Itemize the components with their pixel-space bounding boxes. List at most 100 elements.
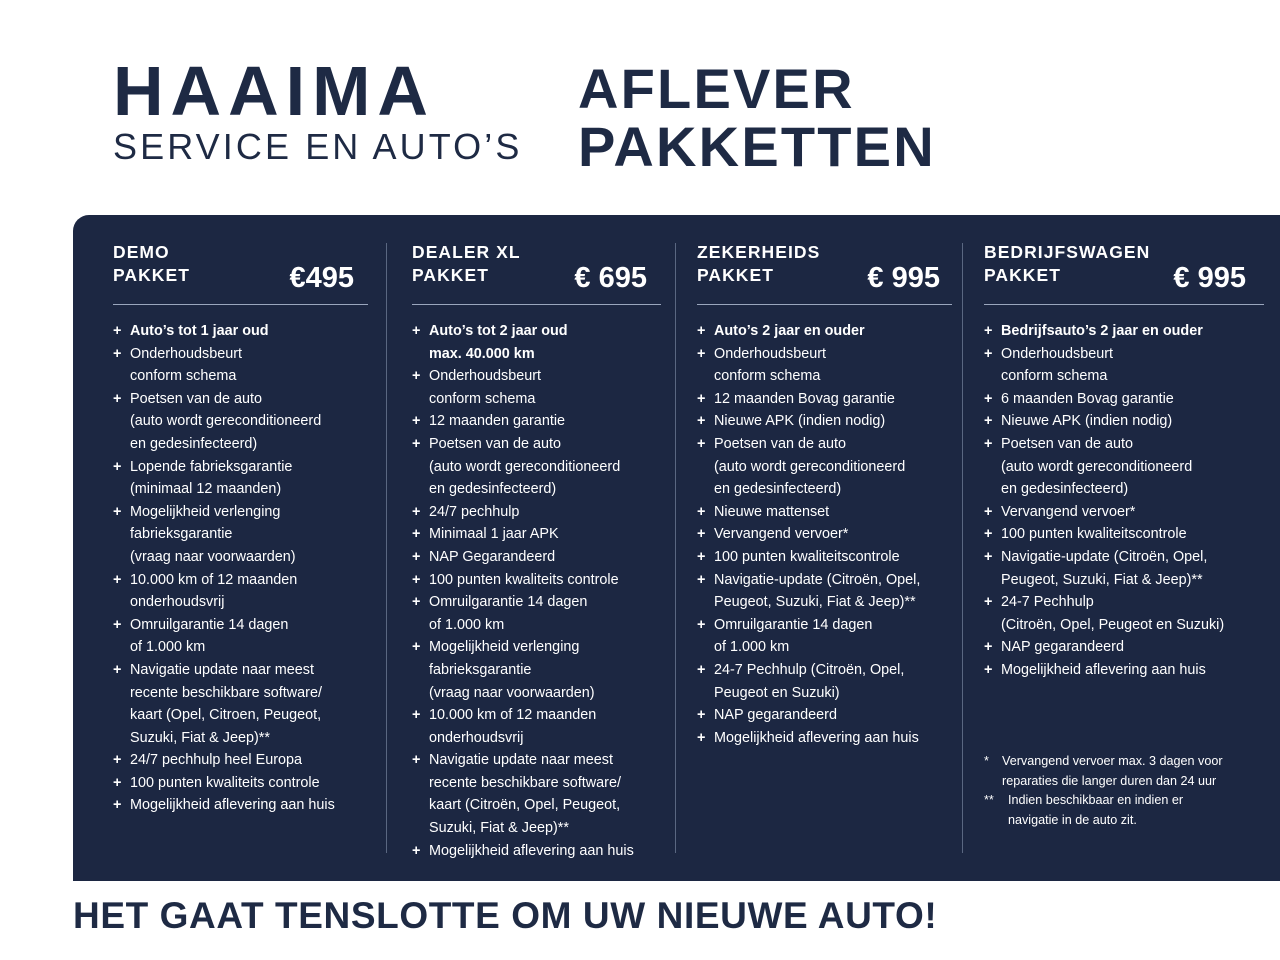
footnote: ** Indien beschikbaar en indien er naviga… (984, 791, 1264, 830)
brand-logo: HAAIMA SERVICE EN AUTO’S (113, 56, 533, 166)
feature-item: + Navigatie update naar meest recente bes… (113, 659, 370, 749)
header-rule (412, 304, 661, 305)
feature-item: + Omruilgarantie 14 dagen of 1.000 km (697, 614, 952, 659)
feature-item: + Mogelijkheid aflevering aan huis (412, 840, 661, 863)
feature-text: Poetsen van de auto (auto wordt gerecond… (1001, 435, 1193, 498)
plus-icon: + (412, 752, 421, 769)
packages-panel: DEMO PAKKET €495 + Auto’s tot 1 jaar oud +… (73, 215, 1280, 881)
feature-text: NAP Gegarandeerd (429, 548, 556, 565)
plus-icon: + (412, 639, 421, 656)
package-column-demo: DEMO PAKKET €495 + Auto’s tot 1 jaar oud +… (73, 215, 386, 881)
feature-item: + Vervangend vervoer* (697, 523, 952, 546)
feature-text: Vervangend vervoer* (1001, 503, 1136, 520)
feature-item: + Mogelijkheid aflevering aan huis (984, 659, 1264, 682)
footnotes: * Vervangend vervoer max. 3 dagen voor re… (984, 752, 1264, 830)
plus-icon: + (984, 323, 993, 339)
plus-icon: + (697, 707, 706, 724)
feature-text: 24-7 Pechhulp (Citroën, Opel, Peugeot en… (714, 661, 905, 701)
feature-item: + Navigatie-update (Citroën, Opel, Peugeo… (984, 546, 1264, 591)
page-title-line-2: PAKKETTEN (578, 115, 936, 179)
package-price: €495 (289, 262, 354, 294)
package-name: ZEKERHEIDS PAKKET (697, 242, 821, 286)
feature-item: + Poetsen van de auto (auto wordt gerecon… (984, 433, 1264, 501)
plus-icon: + (113, 323, 122, 339)
plus-icon: + (113, 503, 122, 520)
page-title: AFLEVER PAKKETTEN (578, 59, 936, 179)
feature-item: + Poetsen van de auto (auto wordt gerecon… (113, 388, 370, 456)
feature-item: +24-7 Pechhulp (Citroën, Opel, Peugeot e… (984, 591, 1264, 636)
feature-item: +24/7 pechhulp (412, 501, 661, 524)
feature-text: Mogelijkheid verlenging fabrieksgarantie… (130, 503, 296, 565)
feature-text: 12 maanden Bovag garantie (714, 390, 895, 407)
plus-icon: + (697, 390, 706, 407)
plus-icon: + (113, 752, 122, 769)
plus-icon: + (697, 571, 706, 588)
package-column-zekerheids: ZEKERHEIDS PAKKET € 995 + Auto’s 2 jaar e… (675, 215, 962, 881)
feature-item: + Nieuwe mattenset (697, 501, 952, 524)
feature-item: + Onderhoudsbeurt conform schema (984, 343, 1264, 388)
package-price: € 695 (574, 262, 647, 294)
feature-item: + Mogelijkheid verlenging fabrieksgaranti… (113, 501, 370, 569)
plus-icon: + (412, 413, 421, 430)
feature-text: Nieuwe APK (indien nodig) (1001, 413, 1173, 430)
plus-icon: + (984, 413, 993, 430)
feature-text: Mogelijkheid aflevering aan huis (429, 842, 634, 859)
feature-text: Nieuwe APK (indien nodig) (714, 413, 886, 430)
feature-item: +24-7 Pechhulp (Citroën, Opel, Peugeot e… (697, 659, 952, 704)
package-header: ZEKERHEIDS PAKKET € 995 (697, 241, 952, 294)
header-rule (697, 304, 952, 305)
feature-item: +24/7 pechhulp heel Europa (113, 749, 370, 772)
feature-item: + Onderhoudsbeurt conform schema (412, 365, 661, 410)
plus-icon: + (412, 842, 421, 859)
plus-icon: + (412, 368, 421, 385)
feature-item: + Navigatie-update (Citroën, Opel, Peugeo… (697, 569, 952, 614)
plus-icon: + (697, 661, 706, 678)
feature-text: Bedrijfsauto’s 2 jaar en ouder (1001, 323, 1203, 339)
plus-icon: + (984, 390, 993, 407)
plus-icon: + (412, 323, 421, 339)
plus-icon: + (697, 323, 706, 339)
plus-icon: + (113, 616, 122, 633)
feature-item: +100 punten kwaliteits controle (412, 569, 661, 592)
package-name: BEDRIJFSWAGEN PAKKET (984, 242, 1151, 286)
header-rule (984, 304, 1264, 305)
feature-item: +100 punten kwaliteitscontrole (984, 523, 1264, 546)
plus-icon: + (412, 503, 421, 520)
feature-list: + Auto’s 2 jaar en ouder + Onderhoudsbeurt … (697, 320, 952, 749)
plus-icon: + (412, 594, 421, 611)
feature-text: NAP gegarandeerd (1001, 639, 1124, 656)
feature-item: +100 punten kwaliteitscontrole (697, 546, 952, 569)
plus-icon: + (412, 526, 421, 543)
package-header: DEMO PAKKET €495 (113, 241, 370, 294)
plus-icon: + (984, 661, 993, 678)
plus-icon: + (984, 594, 993, 611)
feature-item: + Nieuwe APK (indien nodig) (984, 410, 1264, 433)
feature-text: Omruilgarantie 14 dagen of 1.000 km (714, 616, 873, 656)
feature-text: Auto’s tot 1 jaar oud (130, 323, 269, 339)
feature-text: Omruilgarantie 14 dagen of 1.000 km (429, 594, 588, 633)
footnote-marker: ** (984, 793, 994, 808)
plus-icon: + (113, 774, 122, 791)
plus-icon: + (113, 390, 122, 407)
feature-text: Auto’s 2 jaar en ouder (714, 323, 865, 339)
feature-text: Poetsen van de auto (auto wordt gerecond… (714, 435, 906, 498)
footer-tagline: HET GAAT TENSLOTTE OM UW NIEUWE AUTO! (73, 895, 938, 936)
feature-item: + Auto’s tot 1 jaar oud (113, 320, 370, 343)
feature-text: Onderhoudsbeurt conform schema (1001, 345, 1114, 385)
plus-icon: + (697, 548, 706, 565)
feature-text: Navigatie update naar meest recente besc… (130, 661, 322, 746)
feature-item: +12 maanden Bovag garantie (697, 388, 952, 411)
feature-text: Onderhoudsbeurt conform schema (714, 345, 827, 385)
feature-item: + NAP Gegarandeerd (412, 546, 661, 569)
package-column-bedrijfswagen: BEDRIJFSWAGEN PAKKET € 995 + Bedrijfsauto… (962, 215, 1280, 881)
feature-text: Onderhoudsbeurt conform schema (130, 345, 243, 385)
plus-icon: + (697, 345, 706, 362)
feature-text: Vervangend vervoer* (714, 526, 849, 543)
feature-text: Minimaal 1 jaar APK (429, 526, 559, 543)
column-divider (962, 243, 963, 853)
feature-text: NAP gegarandeerd (714, 707, 837, 724)
feature-item: + NAP gegarandeerd (984, 636, 1264, 659)
plus-icon: + (984, 345, 993, 362)
plus-icon: + (984, 526, 993, 543)
feature-text: Navigatie update naar meest recente besc… (429, 752, 621, 837)
